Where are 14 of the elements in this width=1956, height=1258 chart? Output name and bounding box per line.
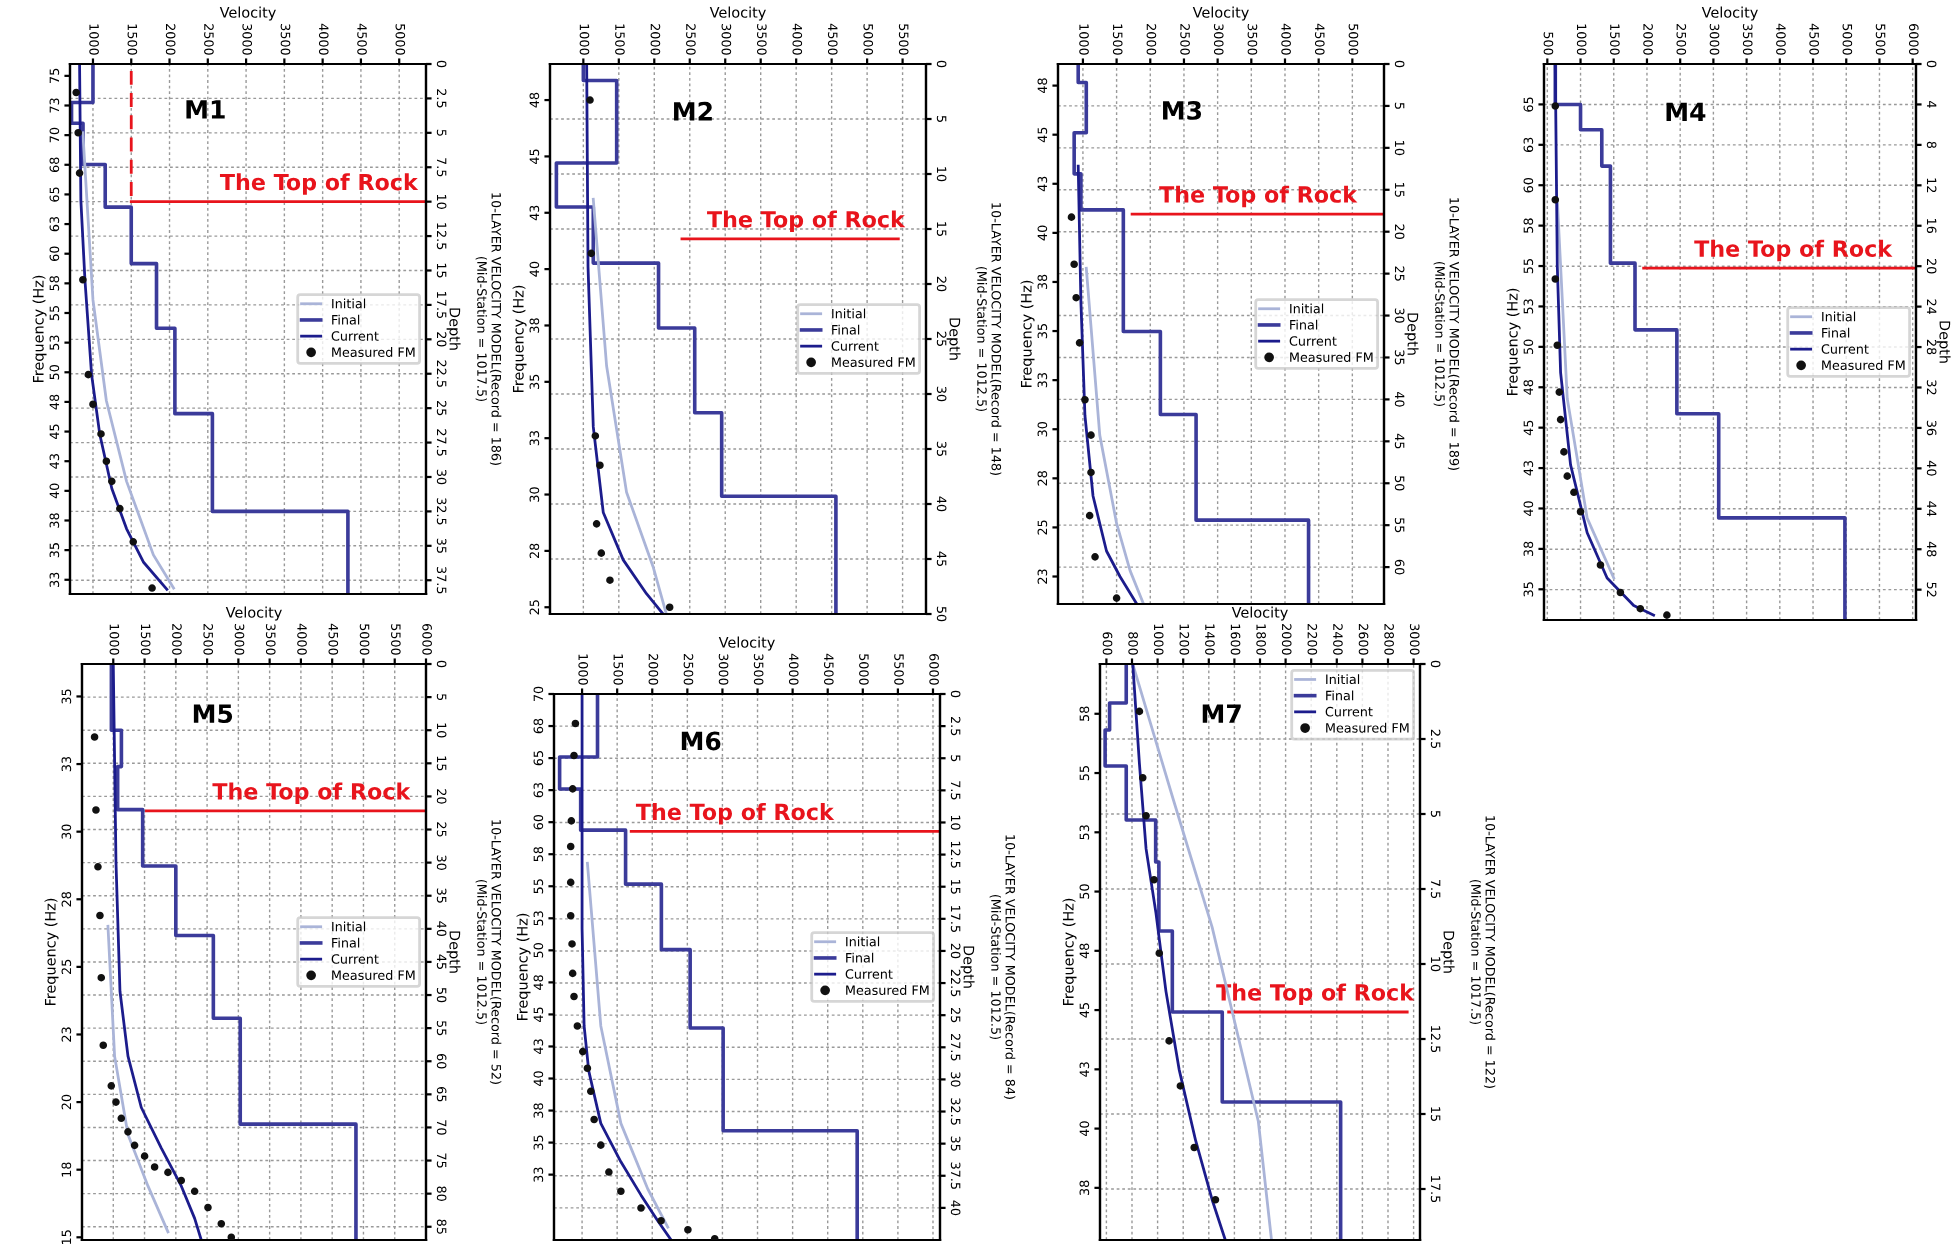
annotation: The Top of Rock [635,803,835,825]
annotation: The Top of Rock [1216,983,1415,1006]
annotation: The Top of Rock [707,210,906,232]
text: M4 [1666,102,1706,121]
annotation: The Top of Rock [219,173,419,195]
text: M7 [1202,704,1241,723]
annotation: The Top of Rock [1159,185,1358,208]
annotation: The Top of Rock [212,782,411,805]
text: M5 [193,704,233,724]
text: M1 [186,100,225,119]
text: M2 [674,101,712,121]
text: M3 [1163,100,1202,120]
annotation: The Top of Rock [1694,239,1893,262]
text: M6 [681,731,721,751]
